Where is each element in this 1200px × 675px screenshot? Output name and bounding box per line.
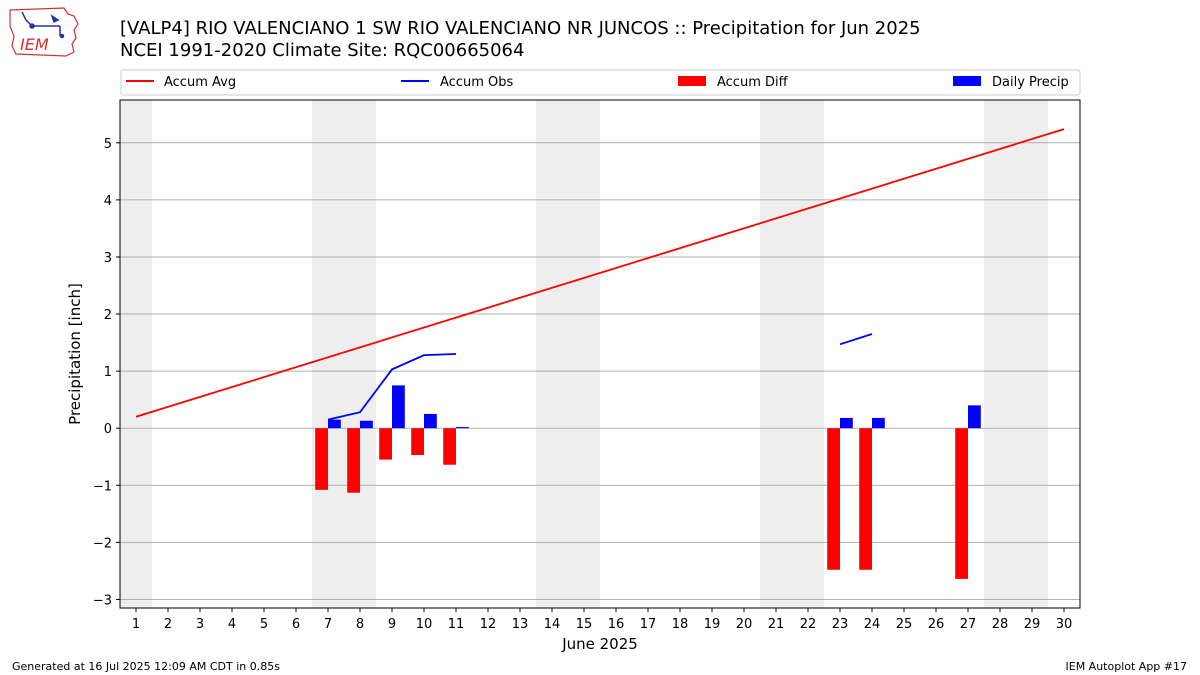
x-tick-label: 11 [448,617,465,632]
x-axis-label: June 2025 [561,635,638,653]
chart-subtitle: NCEI 1991-2020 Climate Site: RQC00665064 [120,40,525,61]
accum-diff-bar [827,428,840,570]
legend-label-accum-avg: Accum Avg [164,75,236,90]
x-tick-label: 3 [196,617,204,632]
y-tick-label: 4 [104,194,112,209]
x-tick-label: 30 [1056,617,1073,632]
x-tick-label: 16 [608,617,625,632]
accum-diff-bar [859,428,872,570]
y-axis-ticks: −3 −2 −1 0 1 2 3 4 5 [93,137,120,608]
legend-label-accum-diff: Accum Diff [717,75,789,90]
legend-swatch-daily-precip [953,76,981,86]
accum-obs-line [839,333,873,346]
weekend-band [984,100,1048,608]
accum-diff-bars [315,428,968,579]
plot-frame [119,99,1081,609]
weekend-bands [120,100,1048,608]
y-axis-label: Precipitation [inch] [66,283,84,425]
daily-precip-bar [360,420,373,429]
legend-label-accum-obs: Accum Obs [440,75,513,90]
daily-precip-bar [392,385,405,429]
x-tick-label: 27 [960,617,977,632]
x-tick-label: 5 [260,617,268,632]
x-tick-label: 14 [544,617,561,632]
y-tick-label: −1 [93,479,112,494]
accum-diff-bar [315,428,328,490]
x-tick-label: 17 [640,617,657,632]
x-tick-label: 22 [800,617,817,632]
x-tick-label: 10 [416,617,433,632]
x-tick-label: 21 [768,617,785,632]
x-tick-label: 2 [164,617,172,632]
x-tick-label: 9 [388,617,396,632]
weekend-band [120,100,152,608]
accum-diff-bar [443,428,456,465]
y-tick-label: −3 [93,593,112,608]
logo-text: IEM [20,35,49,54]
y-tick-label: 3 [104,251,112,266]
x-axis-ticks: 1 2 3 4 5 6 7 8 9 10 11 12 13 14 15 16 17 18 19 20 21 22 23 24 2… [132,608,1072,632]
x-tick-label: 28 [992,617,1009,632]
y-tick-label: −2 [93,536,112,551]
x-tick-label: 18 [672,617,689,632]
daily-precip-bar [872,417,885,429]
x-tick-label: 6 [292,617,300,632]
x-tick-label: 23 [832,617,849,632]
weekend-band [760,100,824,608]
daily-precip-bar [424,413,437,429]
x-tick-label: 4 [228,617,236,632]
accum-diff-bar [955,428,968,579]
daily-precip-bar [456,427,469,429]
grid-lines [120,142,1080,600]
x-tick-label: 8 [356,617,364,632]
accum-diff-bar [347,428,360,493]
daily-precip-bar [328,419,341,429]
x-tick-label: 26 [928,617,945,632]
daily-precip-bar [968,405,981,429]
x-tick-label: 1 [132,617,140,632]
legend-frame [120,69,1081,96]
daily-precip-bars [328,385,981,429]
iem-logo: IEM [9,7,79,57]
accum-diff-bar [379,428,392,460]
x-tick-label: 7 [324,617,332,632]
x-tick-label: 13 [512,617,529,632]
x-tick-label: 24 [864,617,881,632]
x-tick-label: 12 [480,617,497,632]
x-tick-label: 19 [704,617,721,632]
legend-swatch-accum-diff [678,76,706,86]
y-tick-label: 2 [104,308,112,323]
y-tick-label: 0 [104,422,112,437]
x-tick-label: 29 [1024,617,1041,632]
accum-obs-line [327,353,457,421]
x-tick-label: 15 [576,617,593,632]
chart-title: [VALP4] RIO VALENCIANO 1 SW RIO VALENCIA… [120,18,921,39]
weekend-band [312,100,376,608]
y-tick-label: 1 [104,365,112,380]
footer-generated: Generated at 16 Jul 2025 12:09 AM CDT in… [12,660,280,673]
legend: Accum Avg Accum Obs Accum Diff Daily Pre… [120,69,1081,96]
footer-app: IEM Autoplot App #17 [1065,660,1188,673]
accum-diff-bar [411,428,424,456]
y-tick-label: 5 [104,137,112,152]
x-tick-label: 20 [736,617,753,632]
weekend-band [536,100,600,608]
daily-precip-bar [840,417,853,429]
series-lines [135,128,1065,421]
accum-avg-line [135,128,1065,418]
legend-label-daily-precip: Daily Precip [992,75,1069,90]
x-tick-label: 25 [896,617,913,632]
